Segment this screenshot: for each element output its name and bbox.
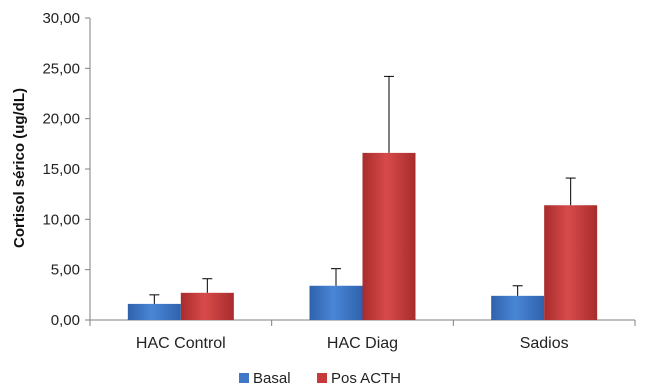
y-tick-label: 15,00	[42, 161, 80, 178]
bar-pos-acth	[362, 152, 416, 320]
plot-area: 0,00 5,00 10,00 15,00 20,00 25,00 30,00 HAC Con…	[42, 10, 636, 352]
y-tick-label: 25,00	[42, 60, 80, 77]
legend-swatch	[317, 373, 327, 383]
legend-swatch	[239, 373, 249, 383]
legend: Basal Pos ACTH	[239, 370, 401, 387]
x-tick-label: HAC Control	[136, 335, 226, 352]
bar-basal	[127, 303, 181, 320]
x-tick-label: HAC Diag	[327, 335, 398, 352]
y-axis-label: Cortisol sérico (ug/dL)	[11, 88, 28, 248]
legend-label: Pos ACTH	[331, 370, 401, 387]
bar-basal	[309, 285, 363, 320]
y-tick-label: 30,00	[42, 10, 80, 27]
bar-basal	[491, 295, 545, 320]
y-tick-label: 0,00	[51, 312, 80, 329]
x-tick-label: Sadios	[520, 335, 569, 352]
y-tick-label: 20,00	[42, 111, 80, 128]
bar-pos-acth	[180, 292, 234, 320]
legend-label: Basal	[253, 370, 291, 387]
bar-pos-acth	[544, 205, 598, 320]
y-tick-label: 10,00	[42, 211, 80, 228]
y-tick-label: 5,00	[51, 262, 80, 279]
